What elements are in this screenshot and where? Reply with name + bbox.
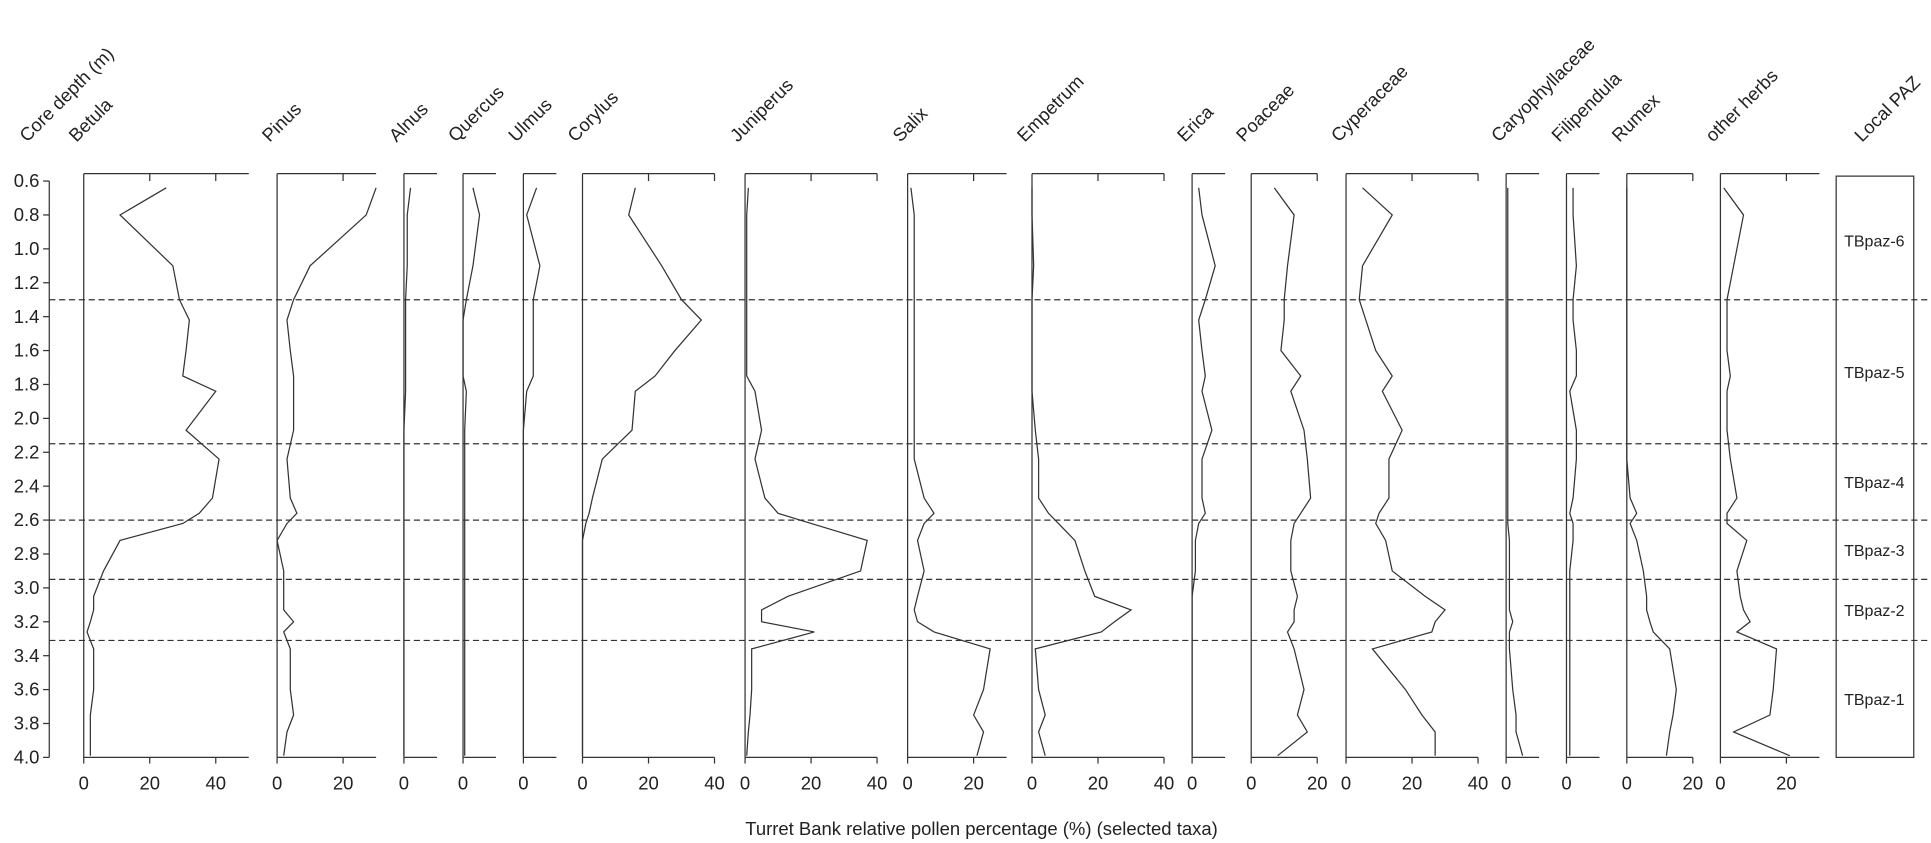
x-tick-label: 0 <box>740 772 750 793</box>
x-tick-label: 20 <box>1683 772 1704 793</box>
x-tick-label: 20 <box>1402 772 1423 793</box>
y-tick-label: 1.8 <box>14 374 40 395</box>
taxon-label: Caryophyllaceae <box>1487 34 1599 146</box>
x-tick-label: 0 <box>1246 772 1256 793</box>
x-tick-label: 0 <box>79 772 89 793</box>
x-tick-label: 20 <box>1088 772 1109 793</box>
y-tick-label: 3.2 <box>14 611 40 632</box>
taxon-label: Poaceae <box>1232 79 1298 145</box>
x-tick-label: 20 <box>801 772 822 793</box>
taxon-label: Corylus <box>563 87 622 146</box>
x-axis-title: Turret Bank relative pollen percentage (… <box>745 818 1218 839</box>
pollen-curve <box>522 187 541 756</box>
taxon-label: Salix <box>888 102 932 146</box>
x-tick-label: 0 <box>272 772 282 793</box>
zone-label: TBpaz-5 <box>1844 365 1905 382</box>
y-tick-label: 1.4 <box>14 306 40 327</box>
pollen-curve <box>746 187 868 756</box>
x-tick-label: 40 <box>704 772 725 793</box>
y-tick-label: 2.0 <box>14 408 40 429</box>
y-tick-label: 0.6 <box>14 170 40 191</box>
y-tick-label: 1.0 <box>14 238 40 259</box>
x-tick-label: 20 <box>333 772 354 793</box>
x-tick-label: 40 <box>867 772 888 793</box>
y-tick-label: 1.2 <box>14 272 40 293</box>
y-tick-label: 1.6 <box>14 340 40 361</box>
y-tick-label: 3.0 <box>14 577 40 598</box>
taxon-label: Erica <box>1173 101 1218 146</box>
x-tick-label: 0 <box>1501 772 1511 793</box>
pollen-curve <box>1723 187 1790 757</box>
taxon-label: Pinus <box>258 98 306 146</box>
pollen-curve <box>1626 187 1677 756</box>
taxon-label: Ulmus <box>504 94 556 146</box>
y-tick-label: 4.0 <box>14 747 40 768</box>
pollen-curve <box>462 187 481 756</box>
zone-title: Local PAZ <box>1850 72 1924 146</box>
x-tick-label: 0 <box>1622 772 1632 793</box>
taxon-label: Rumex <box>1607 89 1664 146</box>
y-tick-label: 2.6 <box>14 509 40 530</box>
zone-label: TBpaz-2 <box>1844 603 1905 620</box>
x-tick-label: 0 <box>458 772 468 793</box>
x-tick-label: 0 <box>1561 772 1571 793</box>
zone-label: TBpaz-1 <box>1844 692 1905 709</box>
x-tick-label: 40 <box>1154 772 1175 793</box>
pollen-curve <box>1031 187 1133 756</box>
zone-label: TBpaz-3 <box>1844 543 1905 560</box>
y-tick-label: 2.8 <box>14 543 40 564</box>
x-tick-label: 20 <box>1307 772 1328 793</box>
taxon-label: other herbs <box>1701 65 1782 146</box>
taxon-label: Quercus <box>444 81 508 145</box>
x-tick-label: 20 <box>638 772 659 793</box>
x-tick-label: 40 <box>205 772 226 793</box>
y-tick-label: 0.8 <box>14 204 40 225</box>
x-tick-label: 0 <box>1715 772 1725 793</box>
x-tick-label: 20 <box>1776 772 1797 793</box>
x-tick-label: 0 <box>1341 772 1351 793</box>
x-tick-label: 0 <box>902 772 912 793</box>
zone-box <box>1835 175 1915 759</box>
x-tick-label: 20 <box>963 772 984 793</box>
zone-label: TBpaz-6 <box>1844 234 1905 251</box>
taxon-label: Juniperus <box>726 74 797 145</box>
y-tick-label: 3.4 <box>14 645 40 666</box>
pollen-curve <box>1273 187 1312 757</box>
x-tick-label: 0 <box>1187 772 1197 793</box>
y-tick-label: 2.4 <box>14 475 40 496</box>
x-tick-label: 0 <box>1027 772 1037 793</box>
pollen-curve <box>1358 187 1446 756</box>
x-tick-label: 40 <box>1468 772 1489 793</box>
y-tick-label: 3.6 <box>14 679 40 700</box>
x-tick-label: 0 <box>399 772 409 793</box>
pollen-curve <box>1569 187 1577 756</box>
pollen-curve <box>581 187 703 756</box>
taxon-label: Cyperaceae <box>1327 60 1412 145</box>
pollen-curve <box>86 187 220 756</box>
pollen-curve <box>910 187 991 756</box>
pollen-curve <box>1507 187 1524 756</box>
pollen-curve <box>1191 187 1216 756</box>
zone-label: TBpaz-4 <box>1844 475 1905 492</box>
pollen-curve <box>276 187 377 756</box>
y-tick-label: 3.8 <box>14 713 40 734</box>
x-tick-label: 20 <box>139 772 160 793</box>
y-tick-label: 2.2 <box>14 441 40 462</box>
taxon-label: Empetrum <box>1013 71 1088 146</box>
pollen-curve <box>403 187 412 756</box>
x-tick-label: 0 <box>518 772 528 793</box>
x-tick-label: 0 <box>577 772 587 793</box>
taxon-label: Alnus <box>385 98 433 146</box>
